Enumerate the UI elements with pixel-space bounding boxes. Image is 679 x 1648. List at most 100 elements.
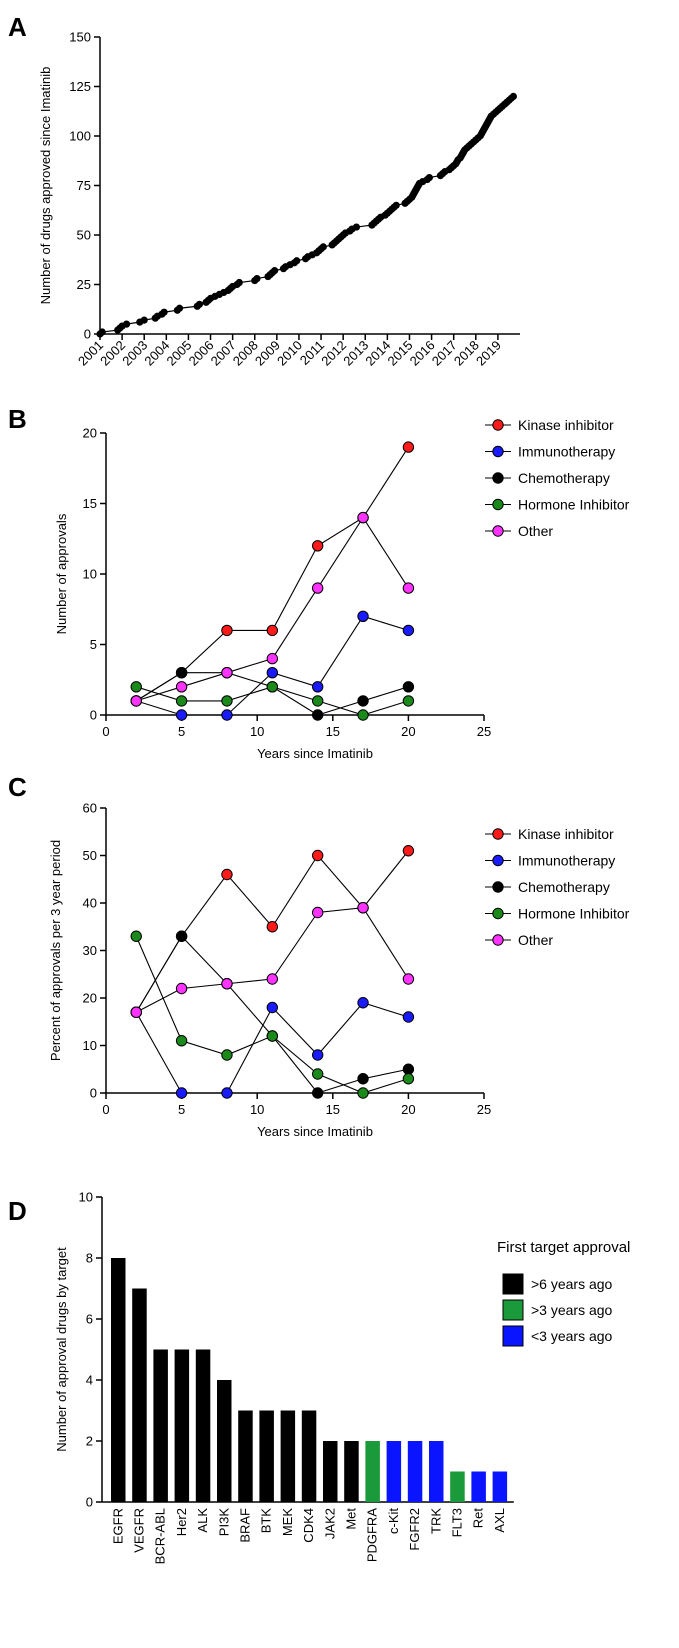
data-point xyxy=(221,1087,233,1099)
data-point xyxy=(311,1068,324,1080)
data-point xyxy=(130,1006,142,1018)
legend-swatch xyxy=(502,1299,524,1321)
data-point xyxy=(402,582,415,594)
data-point xyxy=(357,709,369,721)
legend-label: >6 years ago xyxy=(531,1276,613,1292)
data-point xyxy=(175,667,188,679)
y-tick-label: 75 xyxy=(77,178,91,193)
legend-swatch xyxy=(502,1273,524,1295)
bar xyxy=(429,1441,444,1502)
data-point xyxy=(221,695,233,707)
data-point xyxy=(311,849,324,862)
bar xyxy=(365,1441,380,1502)
bar xyxy=(301,1410,317,1502)
legend-label: >3 years ago xyxy=(531,1302,613,1318)
legend-label: Hormone Inhibitor xyxy=(518,906,630,922)
data-point xyxy=(357,610,369,622)
data-point xyxy=(311,540,324,552)
bar xyxy=(280,1410,296,1502)
data-point xyxy=(130,695,142,707)
x-tick-label: 15 xyxy=(326,724,340,739)
x-tick-label: Met xyxy=(343,1508,358,1530)
x-tick-label: 25 xyxy=(477,724,491,739)
panel-a: A 0 25 50 75 100 125 150 Number of drugs approve… xyxy=(8,12,520,369)
data-point xyxy=(311,1087,324,1099)
data-point xyxy=(357,902,369,914)
data-point xyxy=(311,681,324,693)
panel-label: A xyxy=(8,12,27,42)
y-tick-label: 2 xyxy=(86,1434,93,1449)
legend-marker xyxy=(492,881,504,893)
x-tick-label: BTK xyxy=(259,1508,274,1534)
bar xyxy=(344,1441,359,1502)
y-tick-label: 15 xyxy=(83,496,97,511)
x-tick-label: 5 xyxy=(178,724,185,739)
panel-d: D 0 2 4 6 8 10 Number of approval drugs by targ… xyxy=(8,1190,630,1565)
y-tick-label: 50 xyxy=(83,848,97,863)
data-point xyxy=(402,973,415,985)
series-line xyxy=(135,936,409,1094)
legend-label: Chemotherapy xyxy=(518,470,610,486)
data-point xyxy=(221,1049,233,1061)
x-tick-label: ALK xyxy=(195,1508,210,1533)
data-point xyxy=(175,681,188,693)
data-point xyxy=(266,921,279,933)
x-tick-label: 5 xyxy=(178,1102,185,1117)
x-tick-label: VEGFR xyxy=(131,1508,146,1553)
data-point xyxy=(509,92,517,100)
data-point xyxy=(266,667,279,679)
data-point xyxy=(175,304,184,312)
data-point xyxy=(266,973,279,985)
x-tick-label: 15 xyxy=(326,1102,340,1117)
x-tick-label: Her2 xyxy=(174,1508,189,1536)
data-point xyxy=(271,267,279,275)
y-tick-label: 20 xyxy=(83,426,97,441)
panel-label: B xyxy=(8,404,27,434)
data-point xyxy=(266,1030,279,1042)
y-axis-title: Number of drugs approved since Imatinib xyxy=(38,67,53,305)
data-point xyxy=(357,1087,369,1099)
data-point xyxy=(311,709,324,721)
x-tick-label: Ret xyxy=(471,1508,486,1529)
data-point xyxy=(402,624,415,637)
bar xyxy=(132,1288,147,1502)
data-point xyxy=(235,278,243,287)
y-tick-label: 4 xyxy=(86,1373,93,1388)
x-tick-label: 2019 xyxy=(473,338,504,369)
bar xyxy=(259,1410,274,1502)
y-tick-label: 25 xyxy=(77,277,91,292)
data-point xyxy=(352,223,361,231)
data-point xyxy=(266,1001,279,1014)
data-point xyxy=(311,906,324,919)
y-tick-label: 125 xyxy=(69,79,91,94)
legend-label: <3 years ago xyxy=(531,1328,613,1344)
data-point xyxy=(402,1073,415,1085)
panel-label: C xyxy=(8,772,27,802)
x-tick-label: FGFR2 xyxy=(407,1508,422,1551)
x-axis-title: Years since Imatinib xyxy=(257,746,373,761)
y-tick-label: 10 xyxy=(79,1190,93,1205)
data-point xyxy=(253,274,261,283)
data-point xyxy=(266,624,279,637)
y-tick-label: 30 xyxy=(83,943,97,958)
bar xyxy=(407,1441,423,1502)
data-point xyxy=(357,695,369,707)
bar xyxy=(386,1441,402,1502)
data-point xyxy=(175,982,188,995)
data-point xyxy=(357,511,369,524)
data-point xyxy=(140,316,148,324)
data-point xyxy=(293,257,301,265)
x-tick-label: PDGFRA xyxy=(365,1508,380,1563)
data-point xyxy=(402,845,415,857)
data-point xyxy=(221,667,233,679)
data-point xyxy=(402,1011,415,1023)
data-point xyxy=(122,320,131,328)
data-point xyxy=(130,930,142,942)
data-point xyxy=(425,173,433,182)
panel-b: B 0 5 10 15 20 Number of approvals 0 5 10 15 20 25 Ye… xyxy=(8,404,630,761)
y-tick-label: 0 xyxy=(84,327,91,342)
data-point xyxy=(402,441,415,453)
panel-label: D xyxy=(8,1196,27,1226)
